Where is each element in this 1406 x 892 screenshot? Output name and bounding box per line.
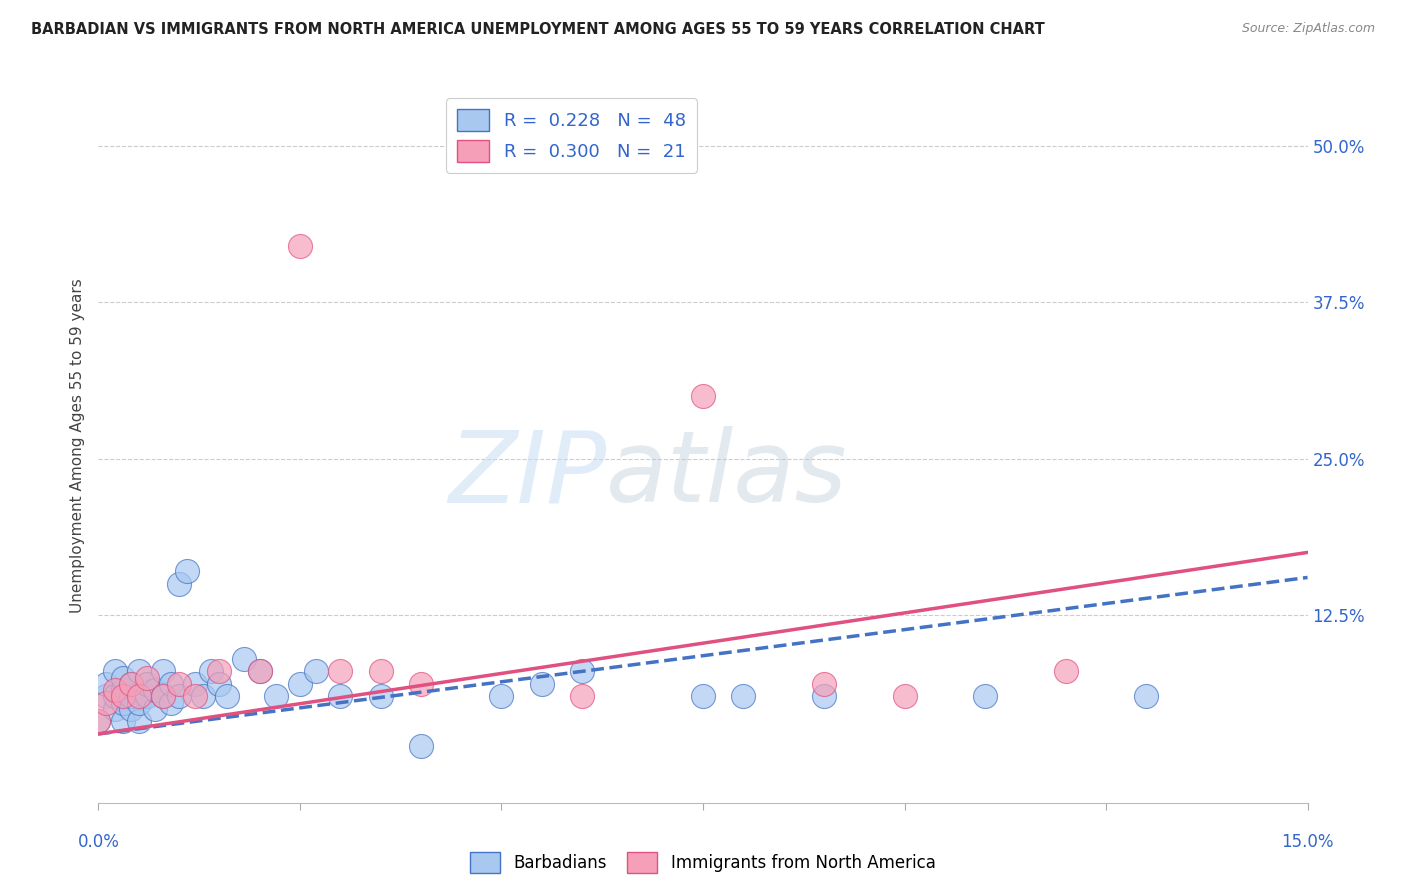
Point — [264, 690, 287, 704]
Text: ZIP: ZIP — [449, 426, 606, 523]
Legend: R =  0.228   N =  48, R =  0.300   N =  21: R = 0.228 N = 48, R = 0.300 N = 21 — [446, 98, 696, 173]
Point — [103, 683, 125, 698]
Point — [184, 690, 207, 704]
Text: BARBADIAN VS IMMIGRANTS FROM NORTH AMERICA UNEMPLOYMENT AMONG AGES 55 TO 59 YEAR: BARBADIAN VS IMMIGRANTS FROM NORTH AMERI… — [31, 22, 1045, 37]
Point — [288, 238, 311, 252]
Point — [249, 665, 271, 679]
Point — [152, 690, 174, 704]
Point — [1054, 665, 1077, 679]
Point — [409, 677, 432, 691]
Point — [217, 690, 239, 704]
Point — [128, 690, 150, 704]
Point — [974, 690, 997, 704]
Point — [813, 690, 835, 704]
Text: Source: ZipAtlas.com: Source: ZipAtlas.com — [1241, 22, 1375, 36]
Point — [288, 677, 311, 691]
Point — [370, 690, 392, 704]
Point — [111, 696, 134, 710]
Point — [200, 665, 222, 679]
Point — [143, 683, 166, 698]
Point — [167, 690, 190, 704]
Point — [111, 683, 134, 698]
Point — [111, 690, 134, 704]
Point — [143, 702, 166, 716]
Point — [305, 665, 328, 679]
Point — [111, 714, 134, 729]
Point — [128, 665, 150, 679]
Point — [87, 714, 110, 729]
Point — [370, 665, 392, 679]
Point — [893, 690, 915, 704]
Point — [167, 576, 190, 591]
Point — [232, 652, 254, 666]
Point — [176, 564, 198, 578]
Legend: Barbadians, Immigrants from North America: Barbadians, Immigrants from North Americ… — [464, 846, 942, 880]
Point — [120, 690, 142, 704]
Point — [103, 690, 125, 704]
Point — [167, 677, 190, 691]
Point — [152, 690, 174, 704]
Point — [87, 714, 110, 729]
Point — [208, 665, 231, 679]
Point — [152, 665, 174, 679]
Point — [329, 690, 352, 704]
Point — [184, 677, 207, 691]
Point — [96, 696, 118, 710]
Point — [208, 677, 231, 691]
Text: 0.0%: 0.0% — [77, 833, 120, 851]
Y-axis label: Unemployment Among Ages 55 to 59 years: Unemployment Among Ages 55 to 59 years — [69, 278, 84, 614]
Point — [135, 690, 157, 704]
Point — [329, 665, 352, 679]
Text: atlas: atlas — [606, 426, 848, 523]
Point — [128, 696, 150, 710]
Point — [733, 690, 755, 704]
Point — [160, 677, 183, 691]
Point — [96, 677, 118, 691]
Point — [103, 665, 125, 679]
Point — [491, 690, 513, 704]
Point — [813, 677, 835, 691]
Text: 15.0%: 15.0% — [1281, 833, 1334, 851]
Point — [1135, 690, 1157, 704]
Point — [135, 677, 157, 691]
Point — [120, 702, 142, 716]
Point — [120, 677, 142, 691]
Point — [249, 665, 271, 679]
Point — [103, 702, 125, 716]
Point — [96, 690, 118, 704]
Point — [571, 690, 593, 704]
Point — [692, 389, 714, 403]
Point — [120, 677, 142, 691]
Point — [128, 714, 150, 729]
Point — [135, 671, 157, 685]
Point — [530, 677, 553, 691]
Point — [193, 690, 215, 704]
Point — [692, 690, 714, 704]
Point — [409, 739, 432, 754]
Point — [160, 696, 183, 710]
Point — [571, 665, 593, 679]
Point — [111, 671, 134, 685]
